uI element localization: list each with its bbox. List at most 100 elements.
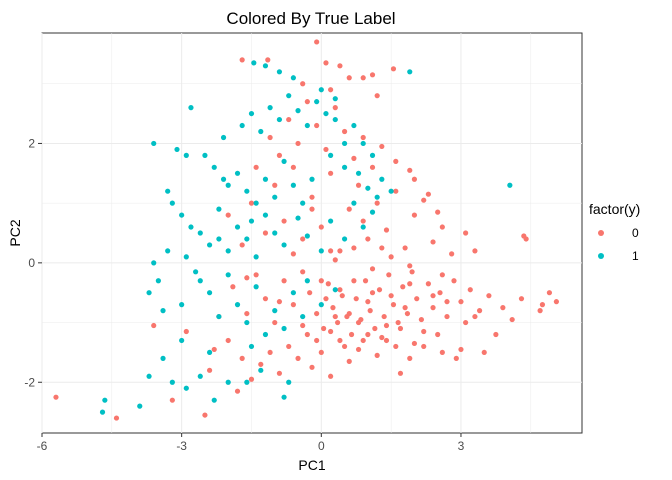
data-point-series-0 (244, 310, 250, 317)
data-point-series-0 (383, 227, 390, 233)
data-point-series-1 (281, 325, 287, 332)
data-point-series-0 (151, 322, 157, 329)
data-point-series-1 (300, 200, 306, 206)
data-point-series-1 (183, 152, 189, 158)
data-point-series-1 (244, 379, 250, 385)
legend-label-1: 1 (632, 249, 639, 263)
data-point-series-0 (351, 278, 357, 284)
data-point-series-0 (290, 251, 296, 257)
data-point-series-1 (304, 122, 310, 129)
data-point-series-0 (323, 296, 329, 302)
data-point-series-0 (332, 105, 338, 111)
data-point-series-0 (383, 322, 390, 329)
data-point-series-1 (407, 69, 413, 75)
data-point-series-1 (318, 302, 324, 308)
data-point-series-1 (304, 233, 310, 239)
data-point-series-0 (437, 290, 443, 296)
data-point-series-0 (355, 346, 362, 353)
data-point-series-1 (262, 63, 269, 69)
data-point-series-1 (360, 224, 366, 230)
data-point-series-0 (225, 337, 231, 344)
data-point-series-0 (537, 308, 543, 314)
data-point-series-0 (374, 200, 380, 206)
data-point-series-1 (248, 343, 255, 350)
data-point-series-1 (281, 394, 287, 400)
data-point-series-0 (386, 272, 392, 278)
data-point-series-1 (262, 331, 269, 338)
data-point-series-0 (307, 290, 313, 296)
data-point-series-0 (486, 293, 492, 299)
data-point-series-0 (295, 355, 301, 361)
x-tick-label: -6 (37, 439, 48, 453)
data-point-series-0 (360, 218, 366, 224)
data-point-series-0 (472, 313, 478, 320)
x-axis-ticks: -6 -3 0 3 (37, 433, 465, 453)
data-point-series-1 (197, 373, 203, 379)
data-point-series-0 (458, 299, 464, 305)
data-point-series-0 (458, 346, 464, 353)
data-point-series-0 (328, 170, 334, 176)
data-point-series-1 (146, 373, 152, 379)
data-point-series-0 (248, 200, 255, 206)
data-point-series-0 (230, 284, 236, 290)
data-point-series-1 (206, 349, 213, 356)
data-point-series-0 (267, 349, 273, 356)
data-point-series-1 (286, 379, 292, 385)
data-point-series-0 (309, 364, 315, 370)
data-point-series-1 (220, 176, 227, 182)
data-point-series-0 (355, 319, 362, 326)
x-tick-label: 3 (458, 439, 465, 453)
data-point-series-0 (276, 299, 283, 305)
data-point-series-0 (267, 134, 273, 141)
data-point-series-1 (314, 99, 320, 105)
data-point-series-1 (179, 212, 185, 218)
data-point-series-0 (365, 299, 371, 305)
data-point-series-1 (290, 182, 296, 188)
data-point-series-0 (372, 325, 378, 332)
data-point-series-1 (151, 260, 157, 266)
data-point-series-0 (244, 275, 250, 281)
data-point-series-0 (393, 158, 399, 164)
data-point-series-0 (328, 248, 334, 254)
data-point-series-1 (165, 248, 171, 254)
data-point-series-0 (451, 278, 457, 284)
data-point-series-0 (314, 337, 320, 344)
data-point-series-0 (381, 313, 387, 320)
data-point-series-1 (165, 188, 171, 194)
data-point-series-0 (388, 293, 394, 299)
data-point-series-1 (160, 355, 166, 361)
data-point-series-0 (211, 346, 217, 353)
data-point-series-1 (341, 236, 348, 242)
data-point-series-0 (234, 388, 241, 394)
data-point-series-0 (328, 328, 334, 335)
data-point-series-0 (328, 373, 334, 379)
data-point-series-0 (411, 176, 418, 182)
data-point-series-1 (262, 212, 269, 218)
data-point-series-1 (197, 278, 203, 284)
data-point-series-1 (507, 182, 513, 188)
data-point-series-1 (244, 319, 250, 326)
data-point-series-1 (332, 287, 338, 293)
data-point-series-0 (272, 182, 278, 188)
grid-lines (41, 33, 582, 433)
data-point-series-1 (225, 182, 231, 188)
data-point-series-1 (341, 164, 348, 170)
data-point-series-0 (407, 355, 413, 361)
data-point-series-0 (276, 152, 283, 158)
data-point-series-0 (425, 191, 431, 197)
data-point-series-0 (169, 397, 175, 403)
data-point-series-0 (355, 182, 362, 188)
data-point-series-1 (295, 215, 301, 221)
legend: factor(y) 01 (589, 201, 640, 263)
data-point-series-0 (467, 287, 473, 293)
data-point-series-0 (113, 415, 120, 421)
data-point-series-1 (379, 176, 385, 182)
data-point-series-0 (262, 296, 269, 302)
data-point-series-0 (183, 328, 189, 335)
data-point-series-1 (309, 176, 315, 182)
data-point-series-0 (339, 293, 345, 299)
data-point-series-0 (414, 296, 420, 302)
data-point-series-0 (309, 206, 315, 212)
data-point-series-0 (300, 81, 306, 87)
